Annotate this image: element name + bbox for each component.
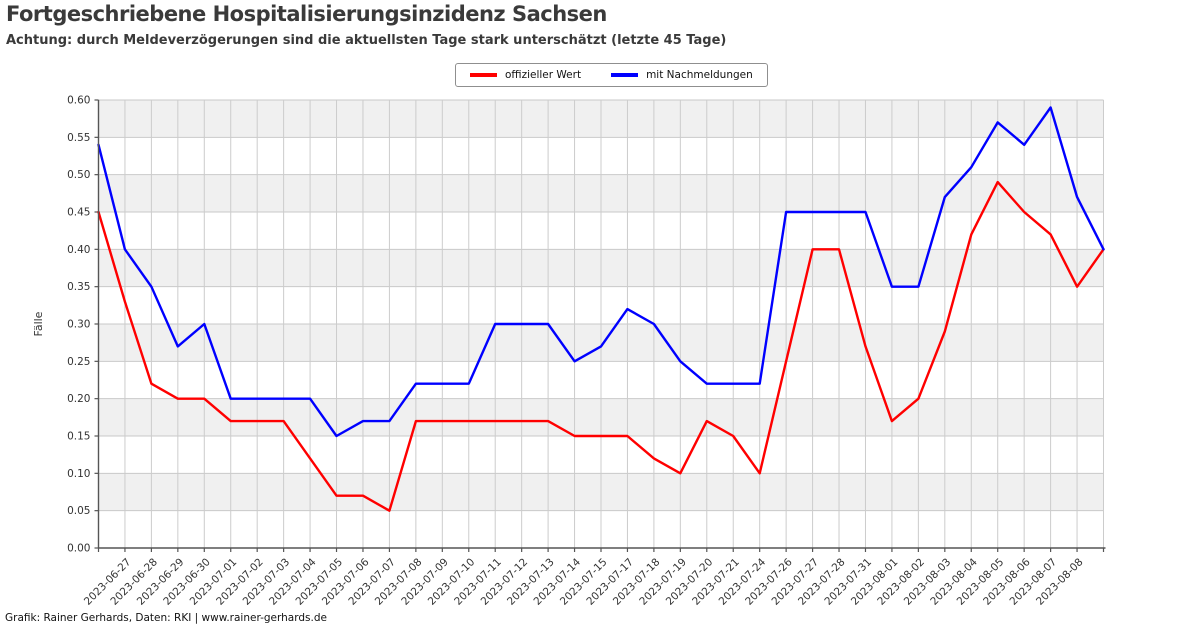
series-line-offizieller-wert — [97, 180, 1105, 512]
y-axis-title: Fälle — [32, 311, 45, 336]
y-tick-label: 0.45 — [67, 207, 90, 219]
y-tick-label: 0.55 — [67, 132, 90, 144]
y-tick-label: 0.00 — [67, 543, 90, 555]
y-tick-label: 0.05 — [67, 505, 90, 517]
series-line-mit-nachmeldungen — [97, 106, 1105, 438]
y-tick-label: 0.15 — [67, 431, 90, 443]
page-title: Fortgeschriebene Hospitalisierungsinzide… — [6, 2, 607, 26]
y-tick-label: 0.40 — [67, 244, 90, 256]
legend-label: offizieller Wert — [505, 69, 582, 81]
red-line-swatch — [470, 73, 497, 77]
credit-line: Grafik: Rainer Gerhards, Daten: RKI | ww… — [5, 612, 327, 624]
blue-line-swatch — [611, 73, 639, 77]
y-tick-label: 0.10 — [67, 468, 90, 480]
legend-item-offizieller-wert: offizieller Wert — [470, 69, 581, 81]
y-tick-label: 0.20 — [67, 393, 90, 405]
y-tick-label: 0.25 — [67, 356, 90, 368]
y-tick-label: 0.35 — [67, 281, 90, 293]
chart-subtitle: Achtung: durch Meldeverzögerungen sind d… — [6, 33, 727, 48]
y-tick-label: 0.60 — [67, 95, 90, 107]
legend-item-mit-nachmeldungen: mit Nachmeldungen — [611, 69, 753, 81]
legend-label: mit Nachmeldungen — [646, 69, 753, 81]
y-tick-label: 0.30 — [67, 319, 90, 331]
legend: offizieller Wert mit Nachmeldungen — [455, 63, 768, 87]
y-tick-label: 0.50 — [67, 169, 90, 181]
